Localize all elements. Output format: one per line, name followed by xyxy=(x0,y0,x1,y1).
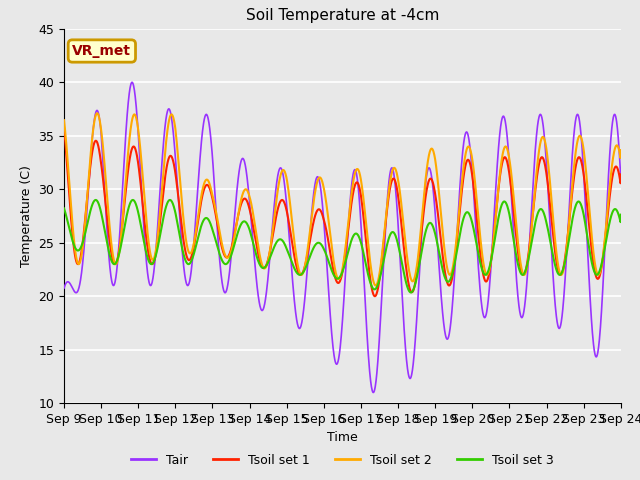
X-axis label: Time: Time xyxy=(327,432,358,444)
Y-axis label: Temperature (C): Temperature (C) xyxy=(20,165,33,267)
Title: Soil Temperature at -4cm: Soil Temperature at -4cm xyxy=(246,9,439,24)
Legend: Tair, Tsoil set 1, Tsoil set 2, Tsoil set 3: Tair, Tsoil set 1, Tsoil set 2, Tsoil se… xyxy=(126,449,559,472)
Text: VR_met: VR_met xyxy=(72,44,131,58)
